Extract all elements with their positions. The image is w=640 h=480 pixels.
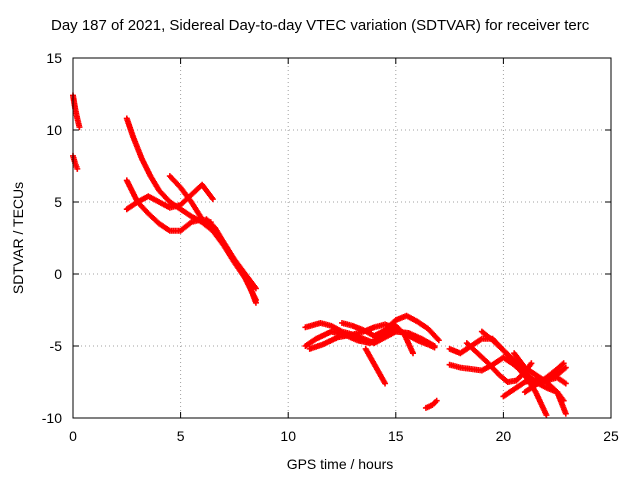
data-point [562,410,569,417]
y-tick-label: 0 [54,266,62,282]
x-tick-label: 20 [496,428,512,444]
y-tick-label: -5 [50,338,63,354]
data-point [528,360,535,367]
data-point [543,412,550,419]
plot-frame [72,57,612,419]
y-axis-label: SDTVAR / TECUs [10,181,26,295]
y-tick-label: 15 [46,50,62,66]
data-point [410,350,417,357]
data-point [252,285,259,292]
x-tick-label: 25 [603,428,619,444]
data-point [435,337,442,344]
x-axis-label: GPS time / hours [286,456,394,472]
data-point [252,299,259,306]
y-tick-label: -10 [42,410,62,426]
data-point [431,343,438,349]
x-tick-label: 10 [280,428,296,444]
data-point [76,124,83,131]
data-point [562,364,569,371]
x-tick-label: 15 [388,428,404,444]
chart-title: Day 187 of 2021, Sidereal Day-to-day VTE… [51,17,590,34]
data-point [560,360,567,367]
x-tick-label: 0 [69,428,77,444]
x-tick-label: 5 [177,428,185,444]
data-point [209,196,216,203]
data-point [562,380,569,387]
data-point [382,380,389,387]
y-tick-label: 5 [54,194,62,210]
data-point [433,397,440,404]
data-point [74,165,81,172]
y-tick-label: 10 [46,122,62,138]
